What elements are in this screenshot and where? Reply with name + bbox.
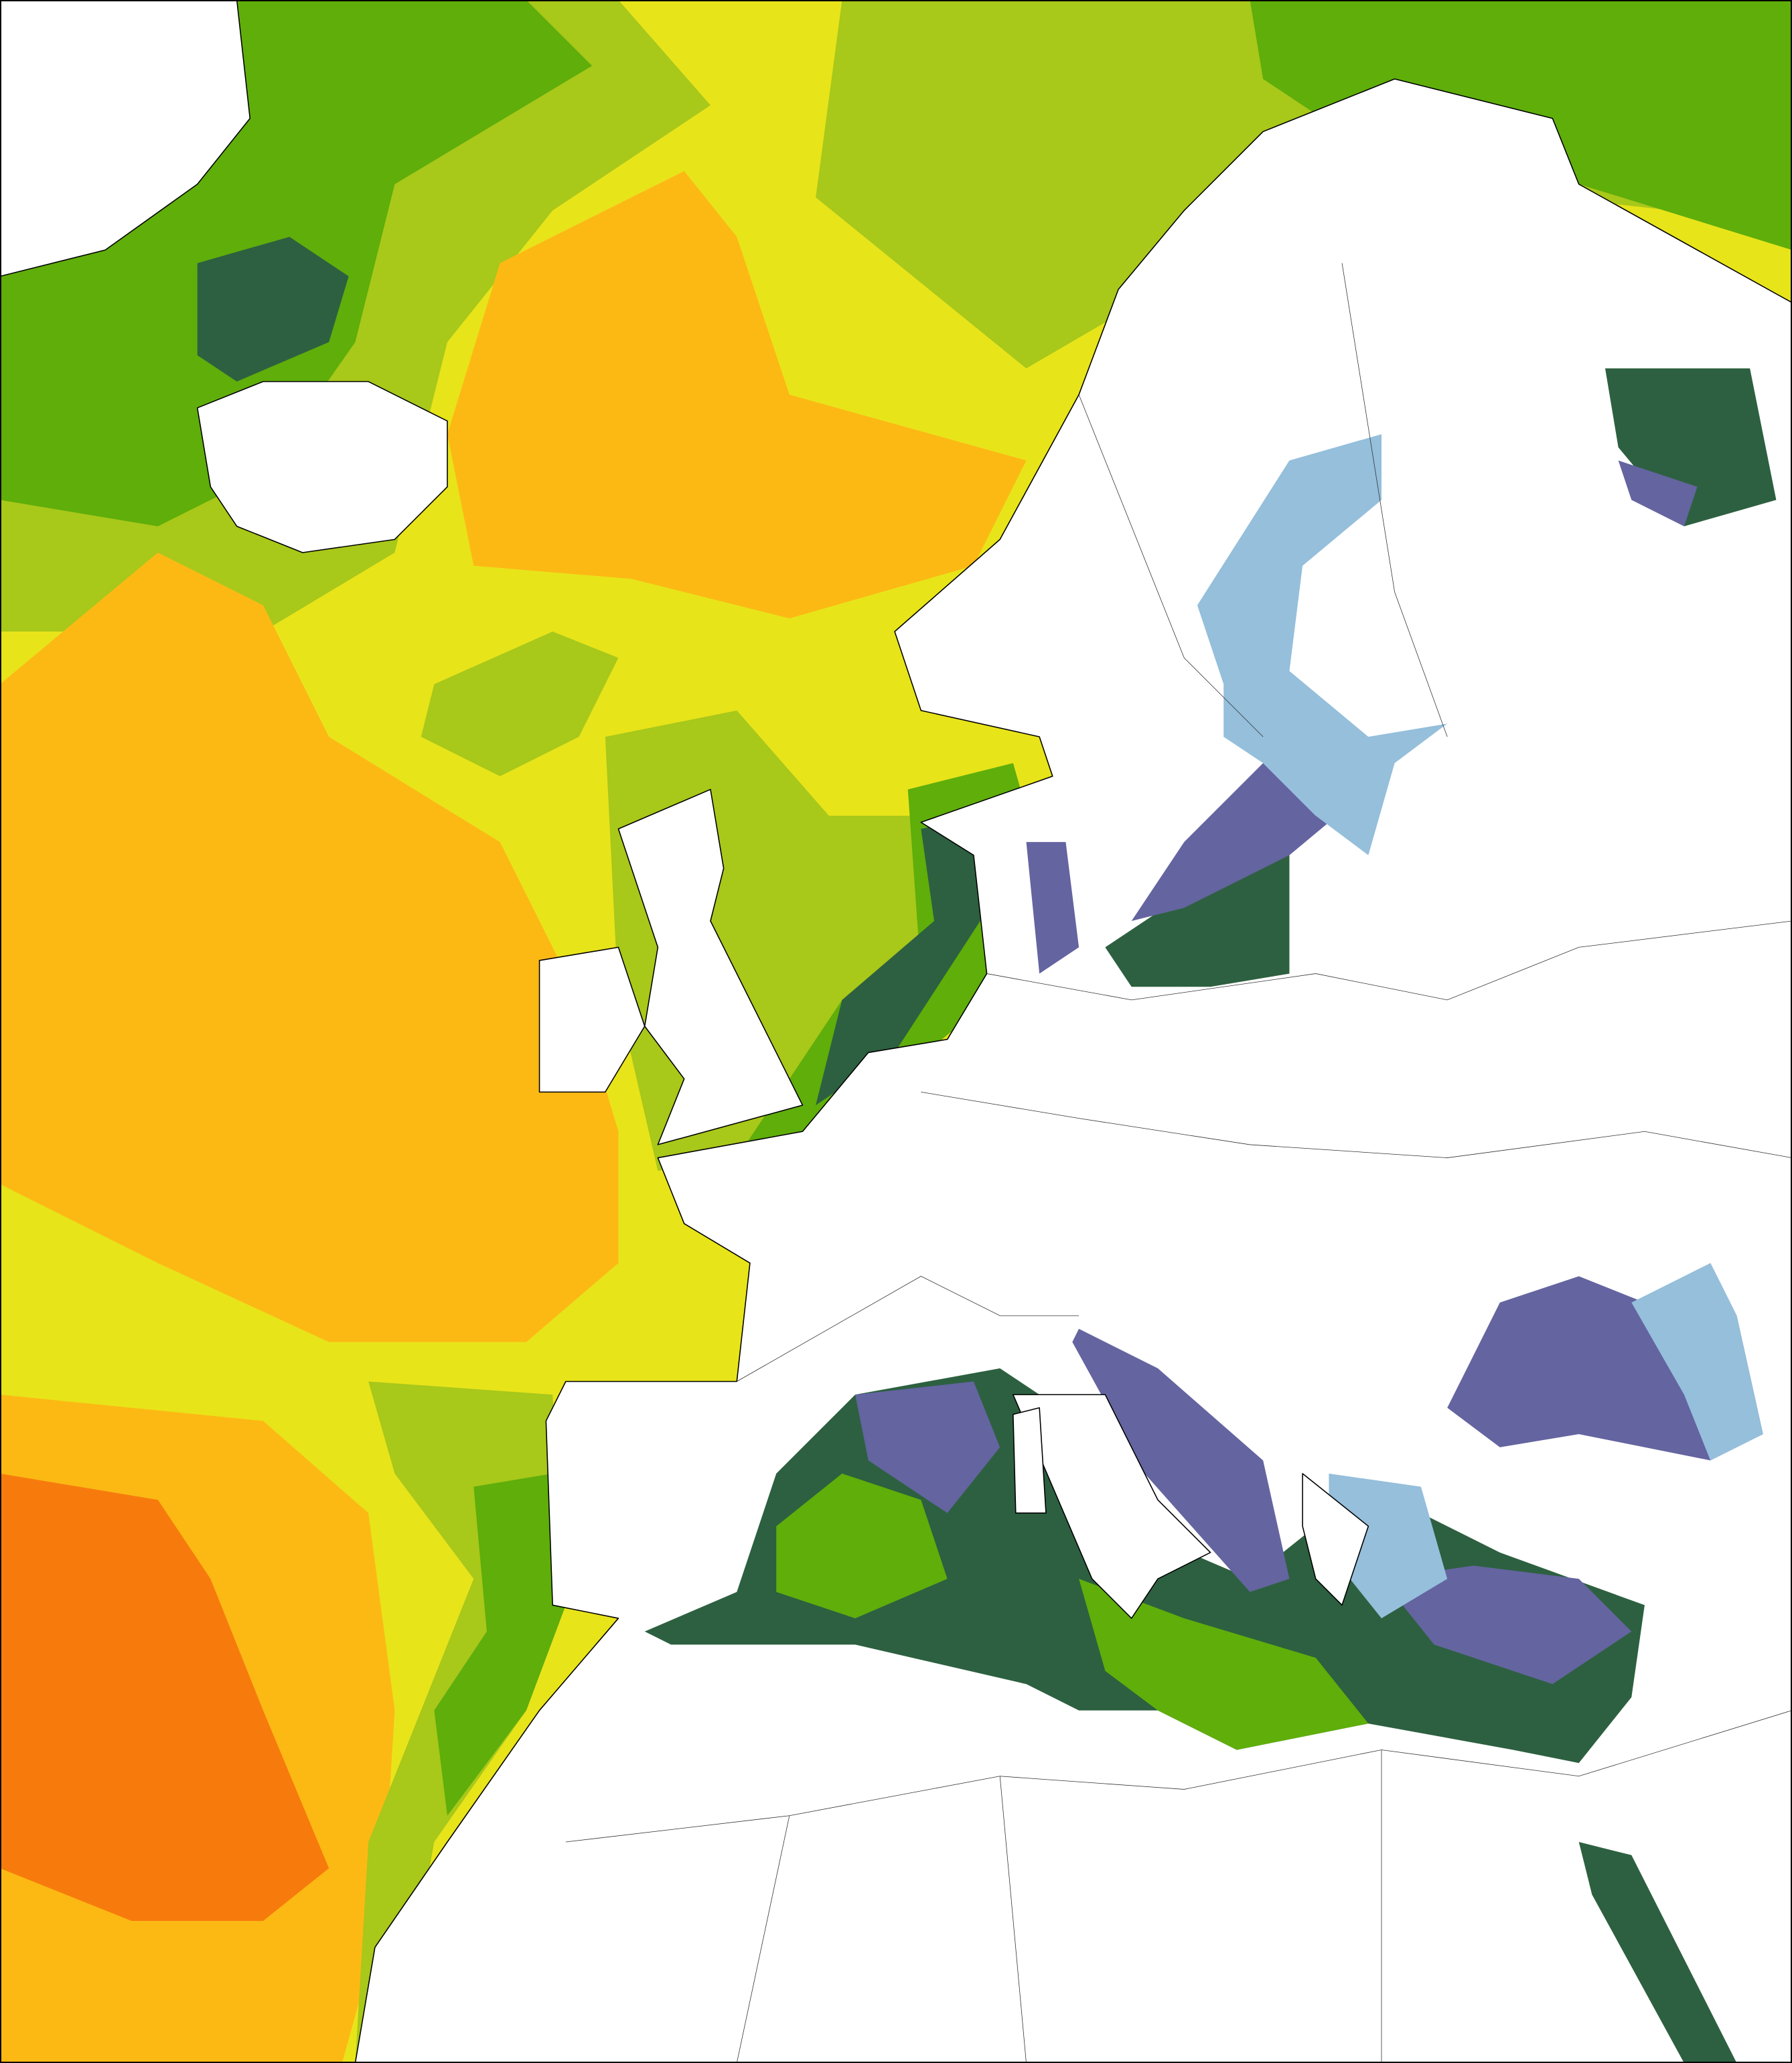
border bbox=[1341, 263, 1448, 737]
border bbox=[986, 920, 1792, 1001]
border bbox=[921, 1091, 1792, 1158]
sea-zone bbox=[1072, 1328, 1290, 1592]
ocean-zone bbox=[816, 815, 980, 1105]
sea-zone bbox=[1618, 460, 1698, 526]
sea-zone bbox=[776, 1474, 948, 1619]
sea-zone bbox=[1079, 1579, 1369, 1750]
ocean-zone bbox=[0, 553, 619, 1342]
border bbox=[999, 1776, 1027, 2063]
border bbox=[737, 1275, 1079, 1382]
ocean-zone bbox=[0, 1474, 329, 1921]
land bbox=[1013, 1394, 1211, 1619]
sea-zone bbox=[1631, 1263, 1763, 1461]
great-britain bbox=[617, 788, 804, 1145]
sea-zone bbox=[1329, 1474, 1448, 1619]
sea-zone bbox=[1131, 763, 1369, 921]
land bbox=[1302, 1473, 1369, 1606]
island bbox=[1013, 1407, 1047, 1514]
greenland bbox=[0, 0, 251, 277]
border bbox=[736, 1815, 790, 2063]
sea-zone bbox=[855, 1381, 1000, 1513]
border bbox=[1078, 395, 1264, 737]
sea bbox=[1605, 368, 1777, 526]
sea bbox=[1105, 855, 1290, 987]
ireland bbox=[538, 946, 646, 1093]
iceland bbox=[196, 380, 448, 553]
sea bbox=[1197, 434, 1448, 855]
ocean-zone bbox=[447, 171, 1027, 619]
ocean-zone bbox=[421, 631, 619, 776]
ocean-zone bbox=[197, 236, 349, 382]
sea-zone bbox=[1381, 1565, 1632, 1685]
ocean-zone bbox=[434, 1474, 566, 1816]
sea bbox=[1026, 842, 1079, 974]
sea bbox=[1578, 1842, 1737, 2063]
